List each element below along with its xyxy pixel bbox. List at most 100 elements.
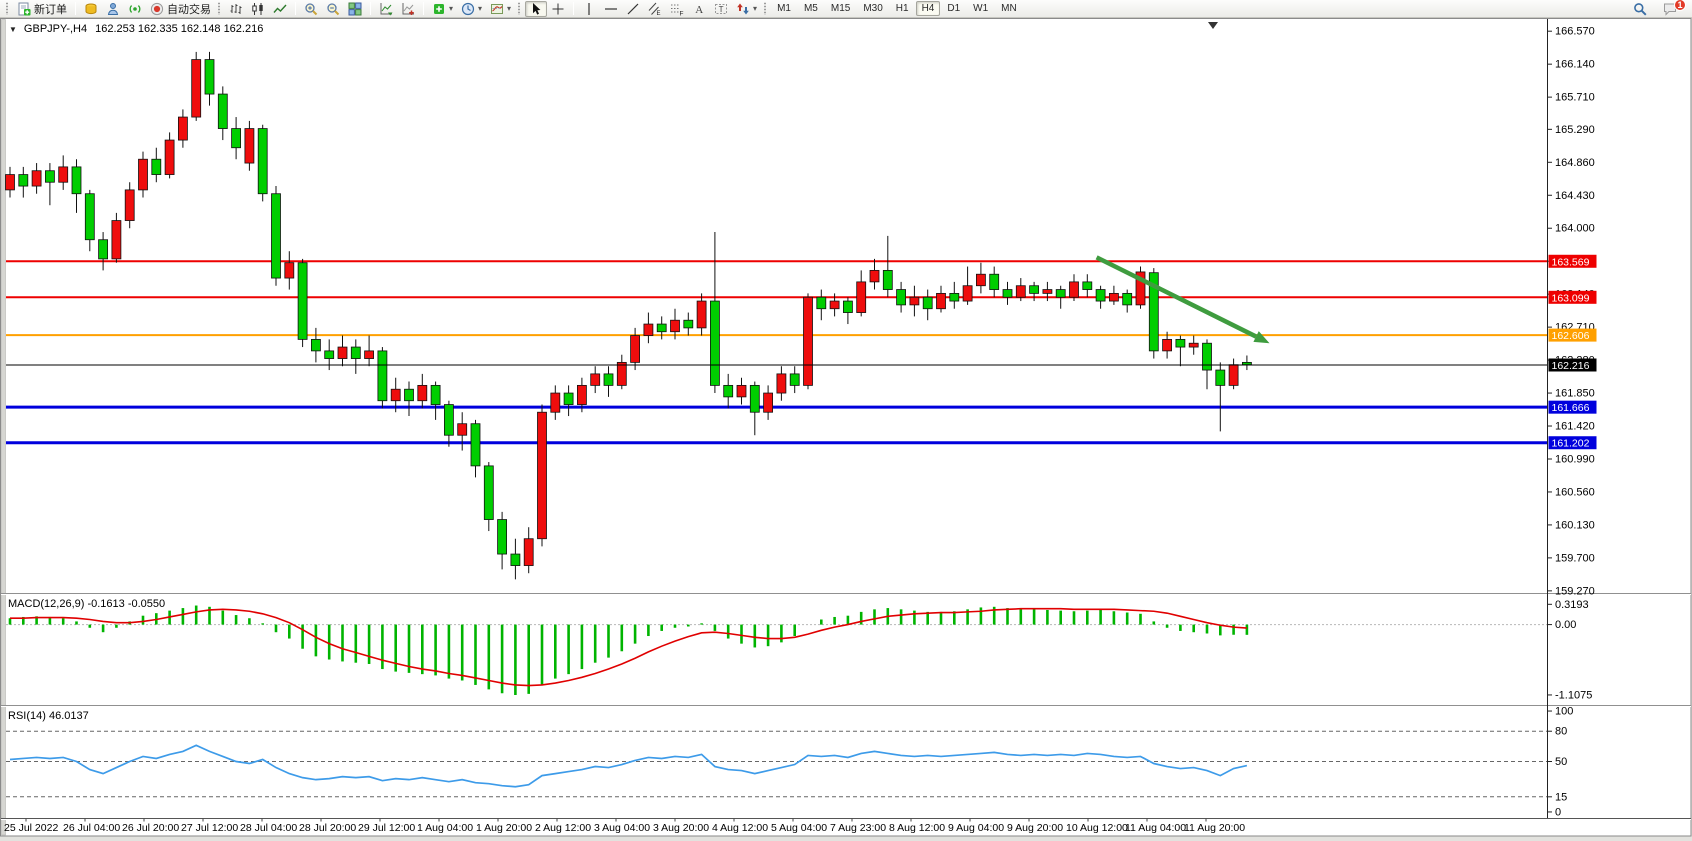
toolbar-grip[interactable]: [517, 2, 522, 15]
fibonacci-button[interactable]: F: [666, 1, 688, 17]
trendline-button[interactable]: [622, 1, 644, 17]
candle: [763, 385, 773, 420]
candle: [869, 258, 880, 290]
trend-arrow[interactable]: [1095, 255, 1270, 344]
indicators-button[interactable]: [375, 1, 397, 17]
objects-list-button[interactable]: [397, 1, 419, 17]
candle: [390, 377, 401, 413]
arrows-dropdown[interactable]: ▾: [732, 1, 761, 17]
candle: [177, 109, 188, 148]
timeframe-w1-button[interactable]: W1: [973, 3, 989, 14]
toolbar-grip[interactable]: [217, 2, 221, 15]
svg-text:162.216: 162.216: [1552, 360, 1590, 372]
zoom-in-button[interactable]: [300, 1, 322, 17]
chart-symbol-period: GBPJPY-,H4: [23, 23, 88, 35]
timeframe-h4-button[interactable]: H4: [915, 1, 941, 16]
svg-text:165.290: 165.290: [1555, 124, 1595, 136]
svg-text:0: 0: [1555, 806, 1561, 818]
indicators-icon: [379, 2, 393, 16]
candle: [643, 312, 654, 344]
svg-text:161.202: 161.202: [1552, 438, 1590, 450]
candle: [882, 235, 893, 298]
dropdown-caret-icon: ▾: [753, 3, 758, 13]
svg-text:9 Aug 20:00: 9 Aug 20:00: [1007, 822, 1063, 834]
market-watch-icon: [84, 2, 98, 16]
svg-text:-1.1075: -1.1075: [1555, 689, 1592, 701]
svg-text:0.3193: 0.3193: [1555, 599, 1589, 611]
candle: [377, 347, 388, 409]
crosshair-button[interactable]: [547, 1, 569, 17]
equidistant-channel-button[interactable]: E: [644, 1, 666, 17]
tile-windows-button[interactable]: [344, 1, 366, 17]
toolbar-grip[interactable]: [763, 2, 768, 15]
candle: [404, 381, 414, 417]
candle: [577, 377, 587, 413]
price-tag: 163.099: [1548, 290, 1597, 304]
chart-shift-marker[interactable]: [1208, 22, 1218, 29]
auto-trading-button[interactable]: 自动交易: [146, 1, 215, 17]
candle: [31, 163, 42, 194]
svg-text:163.099: 163.099: [1552, 292, 1590, 304]
vertical-line-button[interactable]: [578, 1, 600, 17]
svg-text:5 Aug 04:00: 5 Aug 04:00: [771, 822, 827, 834]
zoom-out-button[interactable]: [322, 1, 344, 17]
template-dropdown[interactable]: ▾: [486, 1, 515, 17]
timeframe-m1-button[interactable]: M1: [777, 3, 791, 14]
svg-text:T: T: [719, 5, 724, 14]
chart-title: ▼ GBPJPY-,H4 162.253 162.335 162.148 162…: [9, 23, 263, 35]
chat-button[interactable]: 1: [1659, 0, 1686, 17]
candle: [949, 281, 960, 309]
price-tag: 163.569: [1548, 254, 1597, 268]
svg-text:3 Aug 20:00: 3 Aug 20:00: [653, 822, 709, 834]
horizontal-lines[interactable]: [6, 260, 1547, 445]
candle: [443, 400, 454, 447]
candle: [816, 289, 827, 321]
candle: [164, 132, 175, 179]
macd-indicator-label: MACD(12,26,9) -0.1613 -0.0550: [8, 598, 166, 610]
candle: [523, 527, 534, 574]
toolbar-separator: [295, 2, 296, 15]
timeframe-d1-button[interactable]: D1: [947, 3, 961, 14]
zoom-in-icon: [304, 2, 318, 16]
timeframe-toolbar: M1 M5 M15 M30 H1 H4 D1 W1 MN: [771, 1, 1023, 16]
timeframe-mn-button[interactable]: MN: [1001, 3, 1017, 14]
add-indicator-icon: [432, 2, 446, 16]
timeframe-m5-button[interactable]: M5: [803, 3, 818, 14]
time-axis[interactable]: 25 Jul 2022 26 Jul 04:00 26 Jul 20:00 27 Ju…: [4, 818, 1245, 835]
svg-text:164.000: 164.000: [1555, 223, 1595, 235]
candle: [603, 366, 614, 397]
chart-window-frame: [0, 18, 1692, 837]
horizontal-line-button[interactable]: [600, 1, 622, 17]
svg-text:25 Jul 2022: 25 Jul 2022: [4, 822, 58, 834]
text-button[interactable]: A: [688, 1, 710, 17]
periods-dropdown[interactable]: ▾: [457, 1, 486, 17]
candlestick-chart-button[interactable]: [247, 1, 269, 17]
candle: [723, 373, 734, 409]
text-label-icon: T: [714, 2, 728, 16]
price-tag: 162.216: [1548, 358, 1597, 372]
candle: [550, 385, 561, 420]
candle: [1109, 285, 1119, 305]
candle: [497, 511, 508, 570]
timeframe-m30-button[interactable]: M30: [863, 3, 883, 14]
dropdown-caret-icon: ▾: [507, 3, 512, 13]
add-indicator-dropdown[interactable]: ▾: [428, 1, 457, 17]
market-watch-button[interactable]: [80, 1, 102, 17]
text-label-button[interactable]: T: [710, 1, 732, 17]
candle: [909, 285, 920, 317]
line-chart-button[interactable]: [269, 1, 291, 17]
cursor-button[interactable]: [525, 0, 548, 17]
price-tag: 161.666: [1548, 400, 1597, 414]
toolbar-grip[interactable]: [5, 2, 9, 15]
svg-text:29 Jul 12:00: 29 Jul 12:00: [358, 822, 415, 834]
new-order-button[interactable]: 新订单: [13, 1, 71, 17]
timeframe-h1-button[interactable]: H1: [895, 3, 909, 14]
search-button[interactable]: [1629, 1, 1651, 17]
navigator-button[interactable]: [102, 1, 124, 17]
candle: [1029, 281, 1039, 302]
bar-chart-button[interactable]: [225, 1, 247, 17]
one-click-trading-toggle-icon[interactable]: ▼: [9, 25, 17, 34]
timeframe-m15-button[interactable]: M15: [830, 3, 851, 14]
signals-button[interactable]: [124, 1, 146, 17]
